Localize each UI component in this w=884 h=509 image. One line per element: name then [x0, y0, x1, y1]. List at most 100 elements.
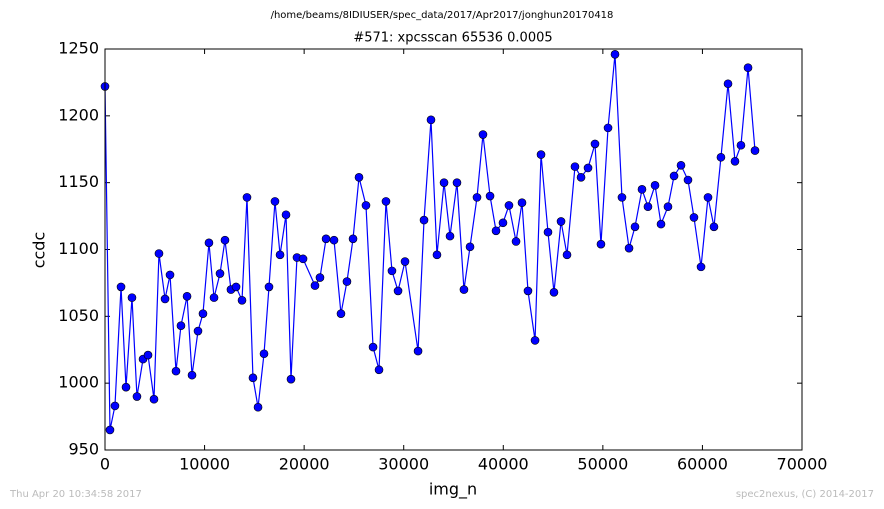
data-point	[650, 181, 660, 190]
data-point	[656, 219, 666, 229]
data-point	[368, 342, 378, 352]
data-point	[536, 150, 546, 159]
data-point	[419, 215, 429, 225]
data-point	[237, 295, 247, 305]
data-point	[110, 401, 120, 411]
data-point	[374, 365, 384, 375]
data-point	[315, 273, 325, 282]
y-tick-label: 1000	[58, 373, 99, 392]
data-point	[723, 79, 733, 89]
y-axis-label: ccdc	[30, 232, 49, 269]
data-point	[209, 293, 219, 302]
data-point	[750, 146, 760, 155]
data-point	[242, 193, 252, 202]
y-tick-label: 950	[68, 440, 99, 459]
data-point	[730, 156, 740, 166]
data-point	[709, 222, 719, 232]
data-point	[583, 163, 593, 173]
data-point	[485, 191, 495, 201]
data-point	[743, 63, 753, 73]
data-point	[549, 287, 559, 297]
data-point	[215, 269, 225, 278]
data-point	[556, 217, 566, 226]
data-point	[116, 282, 126, 292]
data-point	[176, 321, 186, 330]
data-point	[716, 152, 726, 162]
data-point	[132, 392, 142, 401]
data-point	[259, 349, 269, 359]
data-point	[281, 210, 291, 220]
data-point	[478, 130, 488, 139]
data-point	[354, 173, 364, 182]
data-point	[683, 175, 693, 185]
x-tick-label: 60000	[677, 455, 728, 474]
data-point	[231, 282, 241, 292]
data-point	[329, 235, 339, 245]
data-point	[689, 213, 699, 222]
data-point	[264, 282, 274, 292]
data-point	[393, 286, 403, 296]
data-point	[523, 286, 533, 296]
data-point	[637, 185, 647, 194]
data-point	[154, 249, 164, 258]
data-point	[736, 140, 746, 150]
data-point	[121, 382, 131, 392]
data-point	[143, 350, 153, 360]
data-point	[105, 425, 115, 435]
data-point	[643, 202, 653, 212]
data-point	[530, 336, 540, 345]
data-point	[381, 197, 391, 206]
data-point	[624, 243, 634, 253]
data-point	[204, 238, 214, 248]
data-point	[543, 227, 553, 237]
data-point	[361, 201, 371, 210]
data-point	[465, 242, 475, 252]
data-point	[491, 226, 501, 236]
x-tick-label: 20000	[279, 455, 330, 474]
data-point	[298, 254, 308, 264]
y-tick-label: 1150	[58, 172, 99, 191]
data-point	[696, 262, 706, 272]
data-point	[149, 394, 159, 404]
data-point	[348, 234, 358, 244]
data-point	[669, 171, 679, 181]
data-point	[703, 193, 713, 202]
data-point	[663, 202, 673, 212]
data-point	[220, 235, 230, 245]
data-point	[413, 346, 423, 356]
data-point	[248, 373, 258, 383]
data-point	[617, 193, 627, 202]
y-tick-label: 1250	[58, 39, 99, 58]
data-point	[193, 326, 203, 336]
data-point	[310, 281, 320, 290]
data-point	[517, 198, 527, 208]
data-point	[198, 309, 208, 318]
data-point	[286, 374, 296, 384]
plot-frame	[104, 48, 803, 451]
data-point	[590, 139, 600, 149]
data-point	[387, 266, 397, 276]
data-point	[439, 178, 449, 187]
data-point	[165, 270, 175, 280]
data-point	[562, 250, 572, 260]
y-tick-label: 1200	[58, 105, 99, 124]
data-point	[432, 250, 442, 260]
data-point	[445, 231, 455, 241]
data-point	[400, 257, 410, 266]
data-point	[182, 291, 192, 301]
x-tick-label: 30000	[378, 455, 429, 474]
y-tick-label: 1050	[58, 306, 99, 325]
suptitle: /home/beams/8IDIUSER/spec_data/2017/Apr2…	[271, 10, 614, 21]
x-tick-label: 50000	[577, 455, 628, 474]
footer-left: Thu Apr 20 10:34:58 2017	[9, 489, 142, 500]
data-point	[570, 162, 580, 171]
data-point	[160, 294, 170, 304]
y-tick-label: 1100	[58, 239, 99, 258]
data-point	[336, 309, 346, 318]
data-point	[676, 160, 686, 170]
data-point	[498, 218, 508, 228]
data-point	[275, 250, 285, 260]
data-point	[630, 222, 640, 232]
data-point	[270, 197, 280, 206]
